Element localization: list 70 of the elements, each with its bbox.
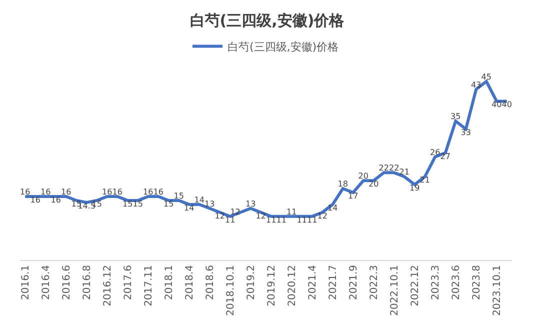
data-label: 15 bbox=[174, 191, 184, 200]
data-label: 14 bbox=[184, 203, 194, 212]
data-label: 13 bbox=[204, 199, 215, 208]
x-tick-label: 2019.2 bbox=[246, 265, 257, 300]
x-tick-label: 2023.10.1 bbox=[492, 265, 503, 316]
x-tick-label: 2021.9 bbox=[348, 265, 360, 300]
data-label: 43 bbox=[471, 80, 482, 90]
x-tick-label: 2022.12 bbox=[410, 265, 421, 306]
data-label: 15 bbox=[164, 199, 174, 208]
data-label: 16 bbox=[143, 188, 154, 196]
data-label: 11 bbox=[296, 215, 307, 224]
chart-title: 白芍(三四级,安徽)价格 bbox=[190, 11, 346, 30]
data-label: 22 bbox=[389, 164, 400, 173]
x-tick-label: 2017.11 bbox=[143, 265, 154, 306]
x-tick-label: 2018.1 bbox=[164, 265, 175, 300]
x-tick-label: 2017.6 bbox=[122, 265, 134, 300]
x-tick-label: 2016.6 bbox=[61, 265, 72, 300]
x-tick-label: 2021.7 bbox=[328, 265, 339, 300]
x-tick-label: 2018.6 bbox=[204, 265, 216, 300]
data-label: 12 bbox=[256, 211, 266, 220]
data-label: 13 bbox=[246, 199, 256, 208]
data-label: 17 bbox=[348, 192, 358, 201]
data-label: 11 bbox=[286, 207, 297, 216]
data-label: 11 bbox=[276, 215, 286, 224]
x-tick-label: 2019.12 bbox=[266, 265, 278, 306]
data-label: 26 bbox=[430, 148, 440, 157]
x-tick-label: 2022.3 bbox=[368, 265, 380, 300]
data-label: 16 bbox=[153, 188, 164, 196]
x-tick-label: 2018.4 bbox=[184, 265, 196, 300]
x-tick-label: 2016.8 bbox=[82, 265, 93, 300]
data-label: 14 bbox=[328, 203, 338, 212]
x-tick-label: 2018.10.1 bbox=[225, 265, 236, 316]
data-label: 33 bbox=[460, 128, 471, 138]
x-tick-label: 2016.4 bbox=[40, 265, 52, 300]
data-label: 20 bbox=[368, 180, 379, 189]
x-tick-label: 2020.12 bbox=[286, 265, 298, 306]
data-label: 16 bbox=[30, 196, 40, 204]
data-label: 12 bbox=[317, 211, 328, 220]
x-tick-label: 2023.3 bbox=[430, 265, 442, 300]
x-tick-label: 2022.10.1 bbox=[389, 265, 400, 316]
data-label: 27 bbox=[440, 152, 450, 161]
data-label: 16 bbox=[61, 188, 72, 196]
data-label: 18 bbox=[338, 180, 348, 189]
data-label: 14 bbox=[194, 195, 204, 204]
data-label: 15 bbox=[132, 199, 143, 208]
data-label: 11 bbox=[225, 215, 236, 224]
data-label: 45 bbox=[481, 72, 492, 82]
data-label: 16 bbox=[102, 188, 112, 196]
data-label: 19 bbox=[410, 184, 420, 193]
data-label: 16 bbox=[112, 188, 122, 196]
x-tick-label: 2016.12 bbox=[102, 265, 114, 306]
x-tick-label: 2023.6 bbox=[450, 265, 462, 300]
data-label: 11 bbox=[266, 215, 276, 224]
data-label: 21 bbox=[420, 176, 430, 185]
data-label: 16 bbox=[50, 196, 61, 204]
data-label: 22 bbox=[378, 164, 389, 173]
data-label: 35 bbox=[450, 112, 461, 122]
data-label: 21 bbox=[399, 168, 410, 177]
legend-label: 白芍(三四级,安徽)价格 bbox=[228, 40, 339, 54]
data-label: 20 bbox=[358, 172, 368, 181]
data-label: 40 bbox=[502, 100, 512, 110]
x-tick-label: 2016.1 bbox=[20, 265, 32, 300]
data-label: 40 bbox=[492, 100, 502, 110]
data-label: 15 bbox=[122, 199, 133, 208]
data-label: 16 bbox=[40, 188, 51, 196]
data-label: 16 bbox=[20, 188, 30, 196]
data-label: 12 bbox=[214, 211, 225, 220]
x-tick-label: 2023.8 bbox=[471, 265, 482, 300]
data-label: 11 bbox=[307, 215, 318, 224]
x-tick-label: 2021.4 bbox=[307, 265, 318, 300]
